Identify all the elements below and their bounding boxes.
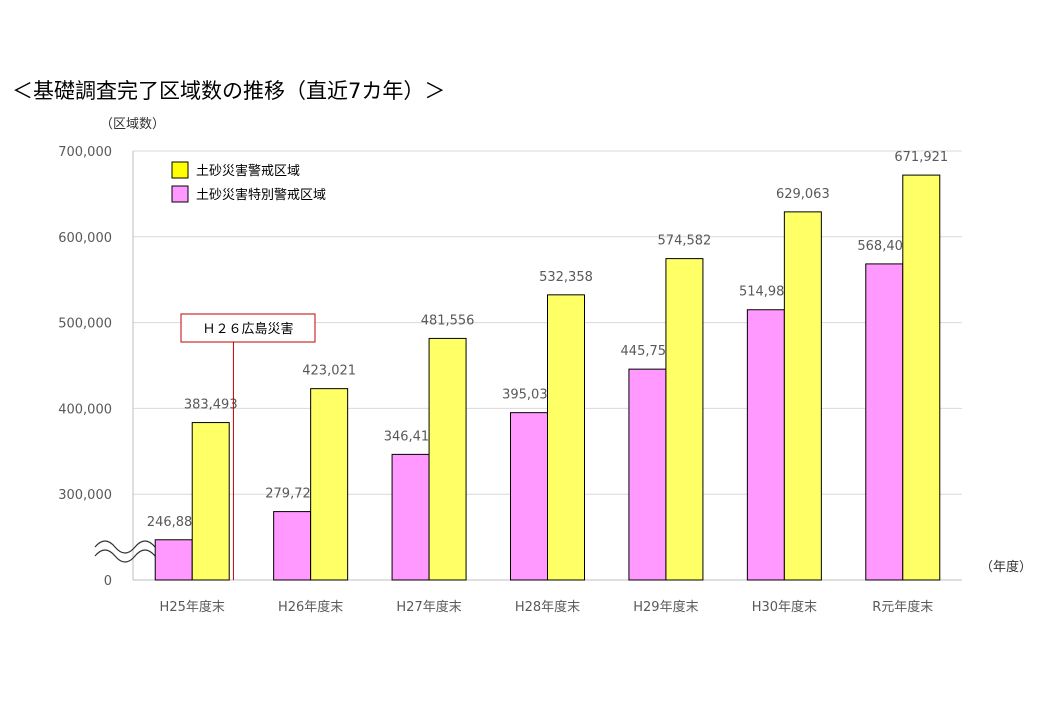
data-label: 346,413: [384, 429, 438, 444]
x-tick-label: H30年度末: [752, 599, 817, 615]
x-axis-label: （年度）: [980, 559, 1032, 575]
bar-special-warning: [273, 511, 312, 581]
bar-warning: [428, 337, 467, 581]
y-axis-label: （区域数）: [100, 117, 165, 132]
bar-warning: [783, 211, 822, 581]
y-tick-label: 600,000: [58, 231, 112, 246]
annotation-box: [180, 313, 316, 343]
bar-warning: [547, 294, 585, 581]
data-label: 514,986: [739, 285, 793, 300]
bar-special-warning: [154, 539, 193, 581]
data-label: 629,063: [776, 187, 830, 202]
chart-title: ＜基礎調査完了区域数の推移（直近7カ年）＞: [12, 79, 445, 103]
axis-break-icon: [94, 540, 156, 563]
data-label: 568,401: [857, 239, 911, 254]
bar-special-warning: [391, 453, 430, 581]
data-label: 481,556: [421, 313, 475, 328]
x-tick-label: H27年度末: [396, 599, 461, 615]
bar-warning: [902, 174, 941, 581]
y-tick-label: 500,000: [58, 317, 112, 332]
y-tick-label: 0: [104, 574, 112, 589]
x-tick-label: H25年度末: [160, 599, 225, 615]
data-label: 574,582: [658, 234, 712, 249]
x-tick-label: H28年度末: [515, 599, 580, 615]
data-label: 423,021: [302, 364, 356, 379]
y-tick-label: 300,000: [58, 488, 112, 503]
legend-label: 土砂災害特別警戒区域: [196, 187, 326, 203]
data-label: 671,921: [894, 150, 948, 165]
bar-special-warning: [510, 412, 548, 581]
data-label: 395,038: [502, 388, 556, 403]
bar-warning: [191, 422, 230, 581]
bar-special-warning: [628, 368, 667, 581]
data-label: 532,358: [539, 270, 593, 285]
legend-label: 土砂災害警戒区域: [196, 163, 300, 179]
data-label: 246,882: [147, 515, 201, 530]
data-label: 279,724: [265, 487, 319, 502]
legend-swatch: [171, 161, 189, 179]
y-tick-label: 400,000: [58, 402, 112, 417]
bar-special-warning: [865, 263, 904, 581]
data-label: 383,493: [184, 398, 238, 413]
bar-special-warning: [746, 309, 785, 581]
x-tick-label: H26年度末: [278, 599, 343, 615]
bar-warning: [310, 388, 349, 581]
x-tick-label: R元年度末: [872, 599, 933, 615]
y-tick-label: 700,000: [58, 145, 112, 160]
bar-warning: [665, 258, 704, 581]
x-tick-label: H29年度末: [633, 599, 698, 615]
annotation-label: Ｈ２６広島災害: [202, 321, 293, 337]
legend-swatch: [171, 185, 189, 203]
data-label: 445,758: [621, 344, 675, 359]
